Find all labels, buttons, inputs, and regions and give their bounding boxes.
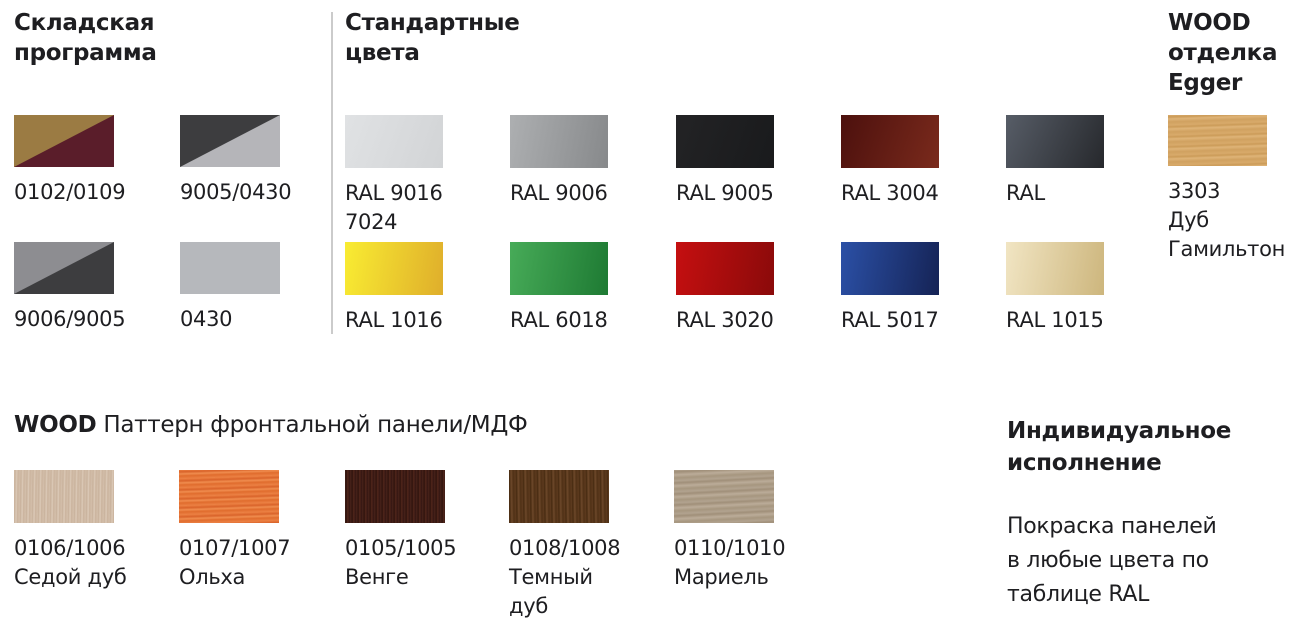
color-swatch — [841, 242, 939, 295]
wood-texture-swatch — [345, 470, 445, 523]
custom-finish-title: Индивидуальное исполнение — [1007, 418, 1232, 476]
wood-pattern-heading-bold: WOOD — [14, 412, 97, 438]
swatch-cell-ral9005: RAL 9005 — [676, 115, 808, 208]
wood-pattern-heading-rest: Паттерн фронтальной панели/МДФ — [96, 412, 528, 438]
swatch-label: 0106/1006 Седой дуб — [14, 536, 127, 589]
swatch-label: RAL 9005 — [676, 181, 774, 205]
custom-finish-description: Покраска панелей в любые цвета по таблиц… — [1007, 514, 1217, 607]
swatch-label: 0102/0109 — [14, 180, 126, 204]
swatch-cell-0102-0109: 0102/0109 — [14, 115, 146, 207]
color-swatch — [1006, 115, 1104, 168]
swatch-label: 0105/1005 Венге — [345, 536, 457, 589]
color-swatch — [510, 242, 608, 295]
swatch-cell-ral1015: RAL 1015 — [1006, 242, 1138, 335]
swatch-cell-9005-0430: 9005/0430 — [180, 115, 312, 207]
wood-texture-swatch — [179, 470, 279, 523]
swatch-cell-0108-1008: 0108/1008 Темный дуб — [509, 470, 641, 621]
swatch-label: RAL 9016 7024 — [345, 181, 443, 234]
wood-texture-swatch — [14, 470, 114, 523]
color-swatch — [14, 242, 114, 294]
swatch-cell-ral3004: RAL 3004 — [841, 115, 973, 208]
swatch-label: 0430 — [180, 307, 233, 331]
color-swatch — [345, 115, 443, 168]
color-swatch — [180, 115, 280, 167]
swatch-cell-0106-1006: 0106/1006 Седой дуб — [14, 470, 146, 592]
swatch-label: RAL 6018 — [510, 308, 608, 332]
swatch-cell-ral: RAL — [1006, 115, 1138, 208]
color-swatch — [14, 115, 114, 167]
swatch-cell-0105-1005: 0105/1005 Венге — [345, 470, 477, 592]
swatch-cell-0107-1007: 0107/1007 Ольха — [179, 470, 311, 592]
swatch-label: RAL 9006 — [510, 181, 608, 205]
swatch-label: RAL 1016 — [345, 308, 443, 332]
swatch-label: RAL 3004 — [841, 181, 939, 205]
color-swatch — [345, 242, 443, 295]
wood-egger-title: WOOD отделка Egger — [1168, 10, 1278, 96]
wood-pattern-heading: WOOD Паттерн фронтальной панели/МДФ — [14, 410, 528, 440]
swatch-label: RAL — [1006, 181, 1045, 205]
color-swatch — [1006, 242, 1104, 295]
wood-texture-swatch — [674, 470, 774, 523]
color-swatch — [676, 242, 774, 295]
swatch-cell-ral3020: RAL 3020 — [676, 242, 808, 335]
color-swatch — [841, 115, 939, 168]
swatch-cell-ral6018: RAL 6018 — [510, 242, 642, 335]
swatch-label: 3303 Дуб Гамильтон — [1168, 179, 1286, 261]
color-swatch — [180, 242, 280, 294]
swatch-cell-egger-3303: 3303 Дуб Гамильтон — [1168, 115, 1300, 264]
swatch-cell-9006-9005: 9006/9005 — [14, 242, 146, 334]
swatch-label: RAL 5017 — [841, 308, 939, 332]
swatch-label: 9005/0430 — [180, 180, 292, 204]
swatch-cell-ral1016: RAL 1016 — [345, 242, 477, 335]
swatch-label: 9006/9005 — [14, 307, 126, 331]
swatch-cell-ral9016: RAL 9016 7024 — [345, 115, 477, 237]
color-swatch — [676, 115, 774, 168]
standard-colors-title: Стандартные цвета — [345, 10, 520, 66]
wood-texture-swatch — [509, 470, 609, 523]
swatch-cell-ral5017: RAL 5017 — [841, 242, 973, 335]
warehouse-program-title: Складская программа — [14, 10, 157, 66]
color-swatch — [510, 115, 608, 168]
swatch-label: 0108/1008 Темный дуб — [509, 536, 621, 618]
section-divider — [331, 12, 333, 334]
swatch-label: RAL 1015 — [1006, 308, 1104, 332]
swatch-label: 0107/1007 Ольха — [179, 536, 291, 589]
swatch-cell-0110-1010: 0110/1010 Мариель — [674, 470, 806, 592]
swatch-cell-ral9006: RAL 9006 — [510, 115, 642, 208]
swatch-cell-0430: 0430 — [180, 242, 312, 334]
swatch-label: 0110/1010 Мариель — [674, 536, 786, 589]
wood-texture-swatch — [1168, 115, 1267, 166]
swatch-label: RAL 3020 — [676, 308, 774, 332]
